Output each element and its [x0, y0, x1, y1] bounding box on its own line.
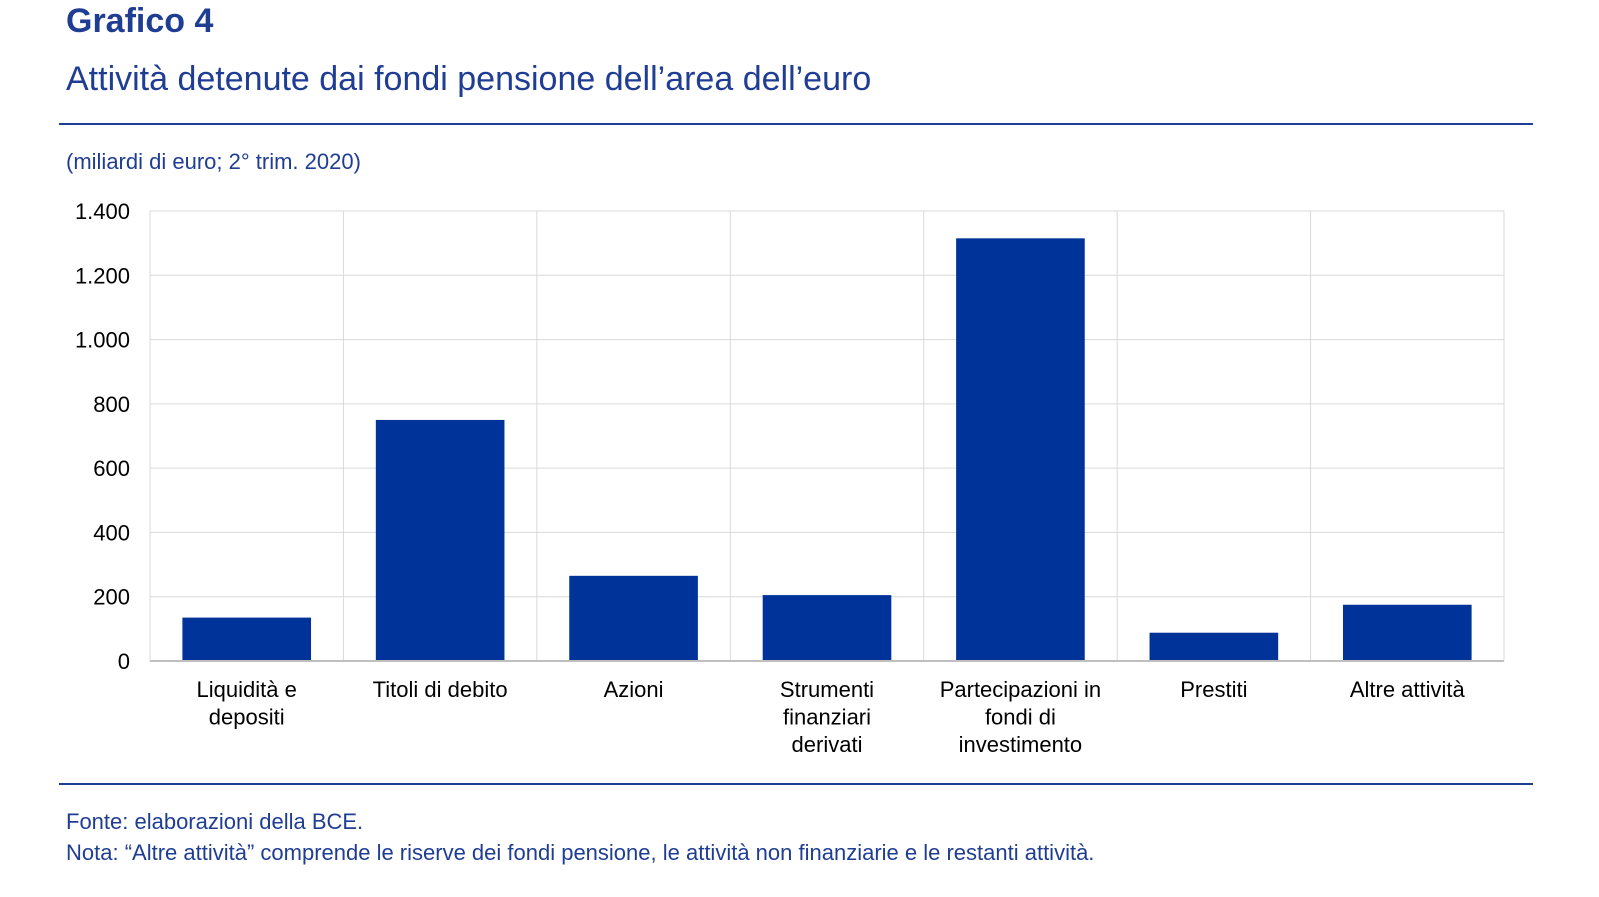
x-category-label: Titoli di debito — [373, 677, 508, 702]
y-tick-label: 200 — [93, 585, 130, 610]
bar — [762, 595, 892, 661]
y-tick-label: 1.400 — [75, 199, 130, 224]
footnote: Nota: “Altre attività” comprende le rise… — [66, 840, 1095, 865]
y-tick-label: 0 — [118, 649, 130, 674]
x-category-label: Prestiti — [1180, 677, 1247, 702]
bar — [1342, 604, 1472, 661]
y-tick-label: 1.000 — [75, 328, 130, 353]
x-category-label: Strumenti finanziari derivati — [780, 677, 874, 757]
x-category-label: Altre attività — [1350, 677, 1466, 702]
chart-number-title: Grafico 4 — [66, 2, 214, 40]
x-category-label: Azioni — [604, 677, 664, 702]
header-divider — [59, 123, 1533, 125]
source-note: Fonte: elaborazioni della BCE. — [66, 809, 364, 834]
bar — [182, 617, 312, 661]
x-category-label: Partecipazioni in fondi di investimento — [940, 677, 1101, 757]
y-tick-label: 1.200 — [75, 263, 130, 288]
y-tick-label: 800 — [93, 392, 130, 417]
chart-subtitle: Attività detenute dai fondi pensione del… — [66, 60, 872, 98]
bar-layer — [182, 238, 1472, 662]
grid-layer — [149, 210, 1505, 662]
y-tick-label: 600 — [93, 456, 130, 481]
footer-divider — [59, 783, 1533, 785]
bar — [1149, 632, 1279, 661]
bar — [956, 238, 1085, 662]
x-category-label: Liquidità e depositi — [197, 677, 297, 730]
unit-note: (miliardi di euro; 2° trim. 2020) — [66, 149, 361, 174]
bar — [375, 419, 505, 661]
y-tick-label: 400 — [93, 520, 130, 545]
bar — [569, 575, 698, 661]
